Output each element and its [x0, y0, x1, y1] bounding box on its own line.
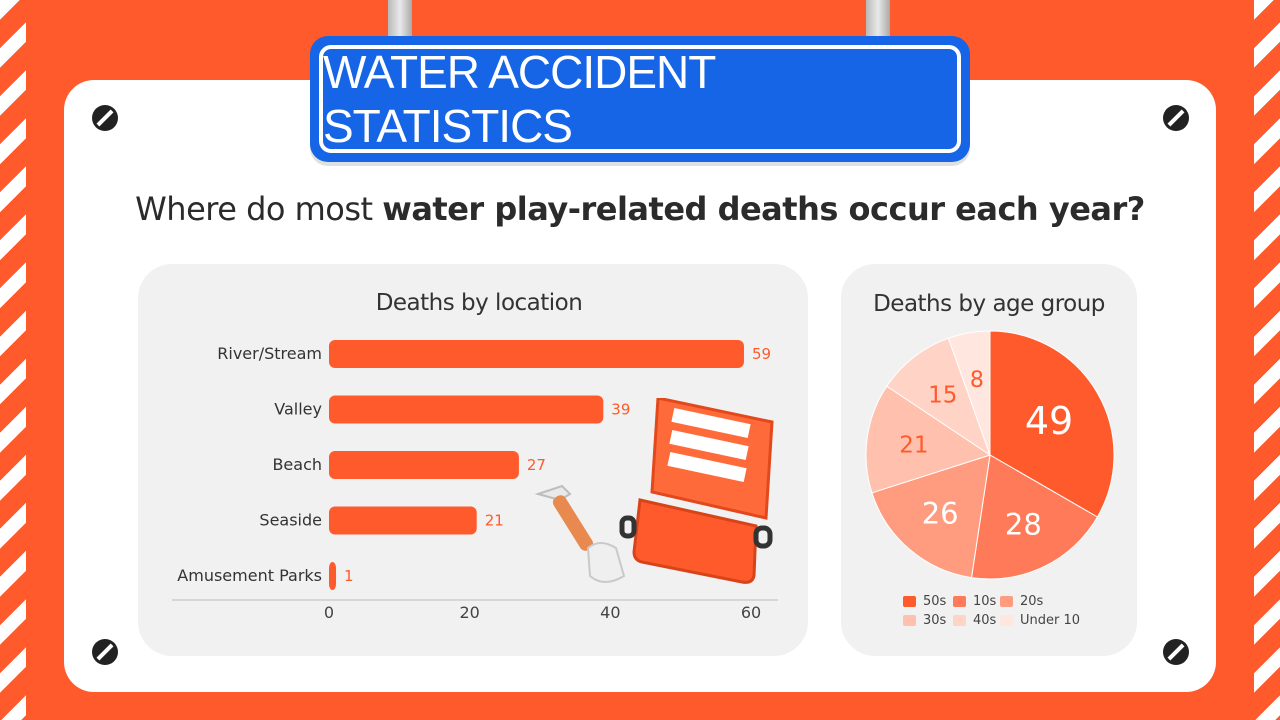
bar — [329, 340, 744, 368]
pie-value-label: 21 — [899, 432, 928, 458]
legend-swatch — [903, 615, 916, 626]
beach-toolbox-illustration — [534, 398, 774, 584]
legend-label: 10s — [973, 594, 997, 609]
question-heading: Where do most water play-related deaths … — [0, 190, 1280, 228]
legend-swatch — [953, 615, 966, 626]
pie-slice — [947, 330, 991, 456]
question-emphasis: water play-related deaths occur each yea… — [382, 190, 1145, 228]
legend-item: 50s — [903, 594, 946, 609]
legend-swatch — [953, 596, 966, 607]
x-tick-label: 20 — [459, 603, 479, 622]
pie-slice — [989, 330, 1115, 518]
title-banner: WATER ACCIDENT STATISTICS — [310, 36, 970, 162]
location-chart-panel: Deaths by location River/Stream 59 Valley 3… — [138, 264, 808, 656]
legend-label: 40s — [973, 613, 997, 628]
legend-item: 30s — [903, 613, 946, 628]
question-prefix: Where do most — [135, 190, 383, 228]
legend-label: Under 10 — [1020, 613, 1081, 628]
left-hazard-stripes — [0, 0, 26, 720]
legend-item: 40s — [953, 613, 996, 628]
bar-value-label: 39 — [611, 401, 630, 419]
x-tick-label: 40 — [600, 603, 620, 622]
screw-icon — [1163, 639, 1189, 665]
pie-value-label: 28 — [1005, 507, 1042, 541]
category-label: Valley — [274, 400, 322, 419]
legend-swatch — [1000, 615, 1013, 626]
bar — [329, 506, 477, 535]
screw-icon — [92, 639, 118, 665]
age-chart-title: Deaths by age group — [873, 291, 1105, 317]
legend-item: Under 10 — [1000, 613, 1080, 628]
x-tick-label: 60 — [741, 603, 761, 622]
bar — [329, 395, 604, 424]
sign-pole-left — [388, 0, 412, 36]
bar-value-label: 27 — [527, 456, 546, 474]
screw-icon — [1163, 105, 1189, 131]
legend-label: 30s — [923, 613, 947, 628]
bar — [329, 451, 519, 479]
category-label: Seaside — [259, 511, 322, 530]
bar-value-label: 59 — [752, 345, 771, 363]
x-tick-label: 0 — [324, 603, 334, 622]
legend-swatch — [1000, 596, 1013, 607]
pie-value-label: 15 — [928, 382, 957, 408]
legend-item: 10s — [953, 594, 996, 609]
legend-label: 50s — [923, 594, 947, 609]
category-label: River/Stream — [217, 344, 322, 363]
bar-value-label: 21 — [485, 512, 504, 530]
bar-value-label: 1 — [344, 567, 354, 585]
category-label: Amusement Parks — [177, 566, 322, 585]
pie-value-label: 26 — [922, 497, 959, 531]
legend-label: 20s — [1020, 594, 1044, 609]
pie-slice — [865, 385, 992, 494]
screw-icon — [92, 105, 118, 131]
location-chart-title: Deaths by location — [375, 290, 583, 316]
sign-pole-right — [866, 0, 890, 36]
shovel-icon — [534, 484, 626, 583]
age-chart-panel: Deaths by age group 49 28 26 21 15 8 50s 10s 20… — [841, 264, 1137, 656]
legend-swatch — [903, 596, 916, 607]
pie-slice — [886, 337, 991, 457]
legend-item: 20s — [1000, 594, 1043, 609]
right-hazard-stripes — [1254, 0, 1280, 720]
pie-slice — [970, 454, 1099, 580]
toolbox-icon — [619, 398, 774, 584]
pie-value-label: 8 — [970, 368, 984, 393]
category-label: Beach — [272, 455, 322, 474]
pie-slice — [871, 454, 991, 579]
page-title: WATER ACCIDENT STATISTICS — [323, 46, 716, 152]
bar — [329, 562, 337, 590]
pie-value-label: 49 — [1025, 399, 1073, 443]
location-bar-chart: River/Stream 59 Valley 39 Beach 27 Seaside 21 Am… — [172, 340, 778, 622]
